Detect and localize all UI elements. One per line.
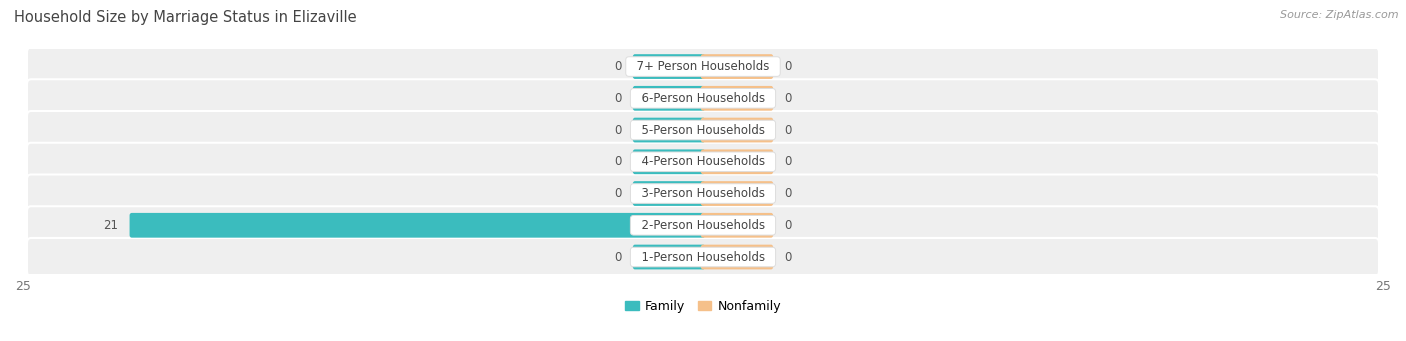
FancyBboxPatch shape xyxy=(633,149,706,174)
FancyBboxPatch shape xyxy=(700,54,773,79)
FancyBboxPatch shape xyxy=(700,181,773,206)
FancyBboxPatch shape xyxy=(633,86,706,111)
Text: 0: 0 xyxy=(614,60,621,73)
FancyBboxPatch shape xyxy=(27,111,1379,149)
Text: 0: 0 xyxy=(614,155,621,168)
Text: 21: 21 xyxy=(103,219,118,232)
FancyBboxPatch shape xyxy=(633,181,706,206)
FancyBboxPatch shape xyxy=(27,79,1379,117)
Text: 0: 0 xyxy=(785,219,792,232)
FancyBboxPatch shape xyxy=(633,118,706,143)
FancyBboxPatch shape xyxy=(129,213,706,238)
FancyBboxPatch shape xyxy=(700,118,773,143)
FancyBboxPatch shape xyxy=(27,47,1379,86)
Text: 6-Person Households: 6-Person Households xyxy=(634,92,772,105)
FancyBboxPatch shape xyxy=(27,238,1379,276)
Text: Household Size by Marriage Status in Elizaville: Household Size by Marriage Status in Eli… xyxy=(14,10,357,25)
Text: 2-Person Households: 2-Person Households xyxy=(634,219,772,232)
FancyBboxPatch shape xyxy=(633,54,706,79)
Text: 0: 0 xyxy=(614,187,621,200)
FancyBboxPatch shape xyxy=(700,213,773,238)
Text: 4-Person Households: 4-Person Households xyxy=(634,155,772,168)
Text: 0: 0 xyxy=(785,155,792,168)
Legend: Family, Nonfamily: Family, Nonfamily xyxy=(620,295,786,318)
FancyBboxPatch shape xyxy=(633,244,706,269)
Text: 0: 0 xyxy=(785,92,792,105)
Text: 0: 0 xyxy=(785,123,792,136)
Text: 7+ Person Households: 7+ Person Households xyxy=(628,60,778,73)
FancyBboxPatch shape xyxy=(27,206,1379,244)
Text: 0: 0 xyxy=(614,92,621,105)
FancyBboxPatch shape xyxy=(700,244,773,269)
Text: 0: 0 xyxy=(614,251,621,264)
Text: 0: 0 xyxy=(785,251,792,264)
FancyBboxPatch shape xyxy=(27,143,1379,181)
Text: 1-Person Households: 1-Person Households xyxy=(634,251,772,264)
FancyBboxPatch shape xyxy=(27,175,1379,212)
Text: 3-Person Households: 3-Person Households xyxy=(634,187,772,200)
Text: 5-Person Households: 5-Person Households xyxy=(634,123,772,136)
Text: 0: 0 xyxy=(785,187,792,200)
Text: 0: 0 xyxy=(785,60,792,73)
FancyBboxPatch shape xyxy=(700,149,773,174)
FancyBboxPatch shape xyxy=(700,86,773,111)
Text: 0: 0 xyxy=(614,123,621,136)
Text: Source: ZipAtlas.com: Source: ZipAtlas.com xyxy=(1281,10,1399,20)
